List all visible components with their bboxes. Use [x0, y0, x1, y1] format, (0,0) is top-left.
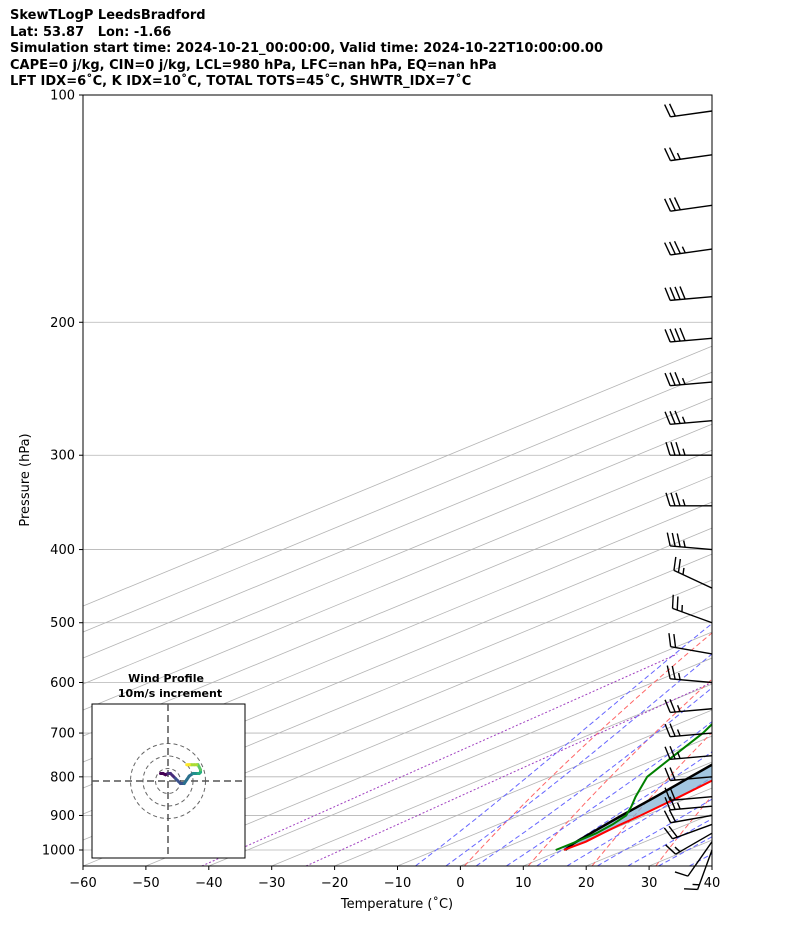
isotherm-line [83, 605, 712, 866]
moist-adiabat [445, 653, 712, 866]
location-text: Lat: 53.87 Lon: -1.66 [10, 24, 172, 40]
x-tick-label: 40 [704, 876, 721, 891]
hodograph-inset: Wind Profile 10m/s increment [91, 672, 246, 859]
isotherm-line [397, 735, 712, 866]
wind-barb [664, 796, 713, 811]
wind-barb [664, 746, 713, 761]
wind-barb [671, 594, 713, 624]
hodograph-title: Wind Profile [128, 672, 204, 685]
dewpoint-profile-line [555, 722, 712, 851]
times-text: Simulation start time: 2024-10-21_00:00:… [10, 41, 603, 56]
wind-barb [673, 556, 713, 589]
mixing-ratio-line [305, 681, 712, 866]
moist-adiabat [415, 622, 712, 866]
wind-barb [664, 327, 713, 343]
x-tick-label: 10 [515, 876, 532, 891]
isotherm-line [83, 423, 712, 685]
isotherm-line [145, 631, 712, 866]
wind-barb [663, 823, 713, 840]
wind-barb [664, 103, 713, 118]
wind-barb [665, 832, 713, 855]
x-tick-label: −50 [132, 876, 159, 891]
x-tick-label: −60 [69, 876, 96, 891]
chart-header: SkewTLogP LeedsBradford Lat: 53.87 Lon: … [10, 8, 603, 91]
y-tick-label: 100 [50, 89, 75, 104]
wind-barb [664, 699, 713, 714]
y-tick-label: 600 [50, 676, 75, 691]
y-tick-label: 900 [50, 809, 75, 824]
wind-barb [664, 787, 713, 802]
isotherm-line [334, 709, 712, 866]
params-line-2: LFT IDX=6˚C, K IDX=10˚C, TOTAL TOTS=45˚C… [10, 74, 472, 89]
x-tick-label: −30 [258, 876, 285, 891]
isotherm-line [83, 579, 712, 841]
chart-title: SkewTLogP LeedsBradford [10, 8, 206, 23]
isotherm-line [83, 475, 712, 737]
wind-barb [684, 849, 713, 891]
params-line-1: CAPE=0 j/kg, CIN=0 j/kg, LCL=980 hPa, LF… [10, 57, 497, 73]
dry-adiabat [591, 731, 712, 866]
isotherm-line [83, 371, 712, 633]
moist-adiabat [506, 721, 712, 866]
wind-barb [665, 442, 712, 456]
y-axis-label: Pressure (hPa) [18, 433, 33, 526]
wind-barb [674, 841, 713, 877]
wind-barb [666, 665, 713, 684]
x-axis-label: Temperature (˚C) [340, 896, 453, 912]
moist-adiabat [627, 818, 712, 866]
wind-barb [664, 371, 713, 387]
x-tick-label: 20 [578, 876, 595, 891]
y-tick-label: 800 [50, 770, 75, 785]
wind-barb [663, 809, 713, 824]
moist-adiabat [689, 853, 712, 866]
mixing-ratio-line [201, 653, 678, 866]
wind-barb [665, 492, 712, 507]
x-tick-label: 0 [456, 876, 464, 891]
isotherm-line [83, 449, 712, 711]
isotherm-line [711, 865, 712, 866]
isotherm-line [208, 657, 712, 866]
isotherm-line [271, 683, 712, 866]
dry-adiabat [655, 795, 712, 866]
y-tick-label: 500 [50, 616, 75, 631]
wind-barb [664, 410, 713, 426]
dry-adiabat [720, 95, 794, 866]
dry-adiabat [527, 678, 712, 866]
temperature-profile-line [563, 779, 712, 851]
y-tick-label: 200 [50, 316, 75, 331]
isotherm-line [83, 345, 712, 607]
moist-adiabat [597, 798, 712, 866]
x-tick-label: −10 [384, 876, 411, 891]
wind-barb [666, 532, 713, 551]
x-tick-label: −40 [195, 876, 222, 891]
y-tick-label: 700 [50, 727, 75, 742]
wind-barb [664, 147, 713, 162]
y-tick-label: 1000 [42, 844, 75, 859]
wind-barb [664, 286, 713, 302]
wind-barb [664, 240, 713, 256]
wind-barb [664, 767, 713, 782]
wind-barb [668, 633, 713, 655]
moist-adiabat [536, 751, 712, 866]
isotherm-line [523, 787, 712, 866]
isotherm-line [83, 397, 712, 659]
y-tick-label: 300 [50, 449, 75, 464]
isotherm-line [83, 553, 712, 815]
isotherm-line [460, 761, 712, 866]
isotherm-line [586, 813, 712, 866]
moist-adiabat [475, 687, 712, 866]
dry-adiabat [783, 95, 794, 866]
hodograph-subtitle: 10m/s increment [118, 687, 222, 700]
wind-barb [664, 723, 713, 738]
wind-barb [664, 197, 713, 212]
x-tick-label: −20 [321, 876, 348, 891]
y-tick-label: 400 [50, 543, 75, 558]
x-tick-label: 30 [641, 876, 658, 891]
dry-adiabat [464, 632, 712, 866]
